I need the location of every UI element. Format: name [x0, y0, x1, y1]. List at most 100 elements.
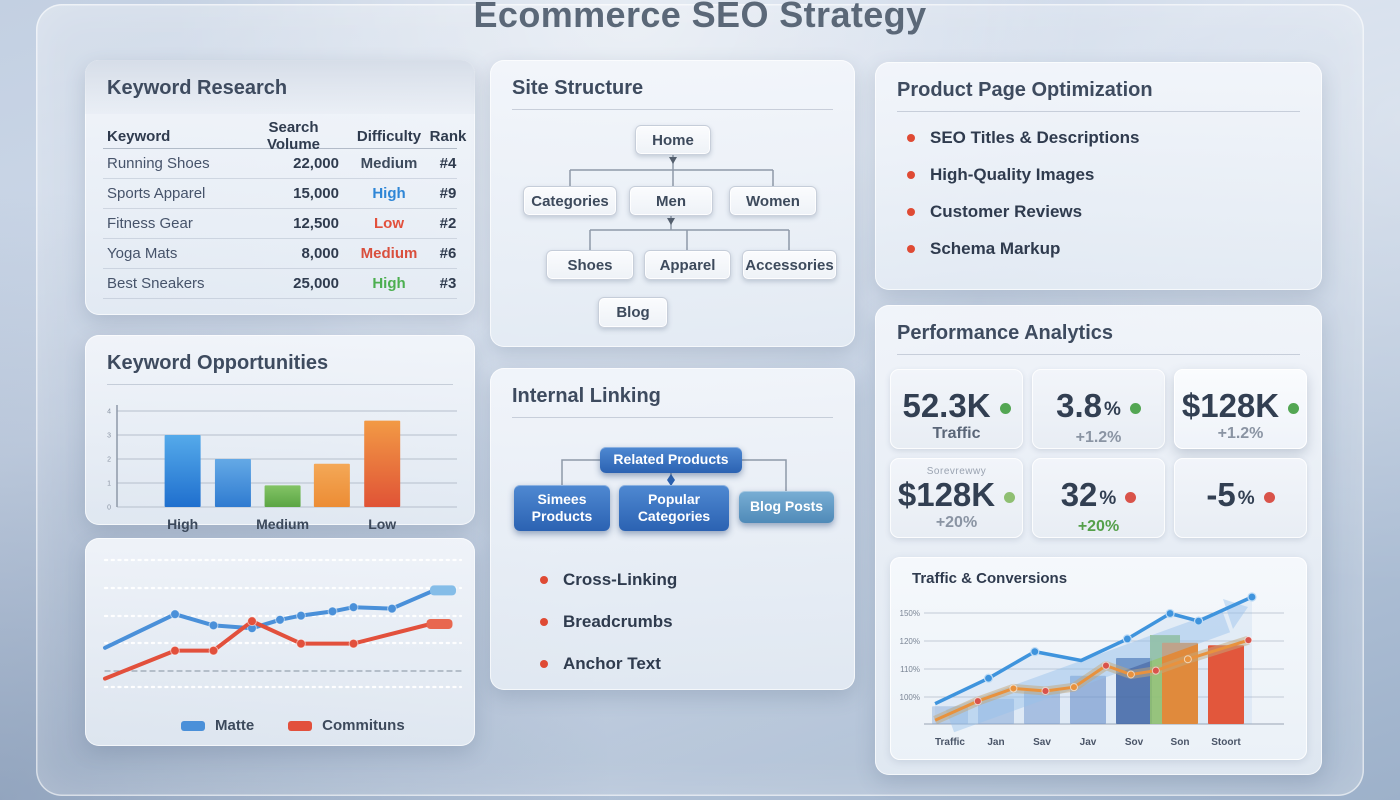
cell-rank: #9: [439, 185, 457, 202]
keyword-table: Keyword Search Volume Difficulty Rank Runnin…: [103, 119, 466, 299]
svg-text:Sov: Sov: [1125, 737, 1144, 748]
svg-text:110%: 110%: [900, 665, 920, 674]
link-node-similar-products: Simees Products: [514, 485, 610, 531]
status-dot-icon: [1263, 492, 1275, 503]
divider: [512, 417, 833, 418]
internal-linking-connectors: [561, 459, 787, 491]
site-structure-title: Site Structure: [512, 77, 644, 99]
percent-suffix: %: [1099, 487, 1117, 509]
site-node-women: Women: [729, 186, 817, 216]
trend-chart-legend: Matte Commituns: [181, 717, 405, 734]
cell-rank: #2: [439, 215, 457, 232]
svg-text:120%: 120%: [900, 637, 920, 646]
keyword-trend-line-chart: [103, 558, 463, 689]
cell-rank: #4: [439, 155, 457, 172]
cell-volume: 12,500: [293, 215, 339, 232]
bar-1: [214, 459, 251, 507]
bullet-label: Anchor Text: [563, 654, 661, 673]
list-item: Schema Markup: [907, 239, 1322, 259]
svg-text:Jav: Jav: [1080, 737, 1097, 748]
panel-header-band: [85, 60, 475, 114]
line-series-Commituns: [103, 619, 433, 681]
table-row: Sports Apparel 15,000 High #9: [103, 179, 457, 209]
link-node-blog-posts: Blog Posts: [739, 491, 834, 523]
svg-text:Medium: Medium: [256, 516, 309, 532]
metric-sub-label: +20%: [935, 513, 978, 531]
table-row: Fitness Gear 12,500 Low #2: [103, 209, 457, 239]
bullet-label: Cross-Linking: [563, 570, 678, 589]
metric-sub-label: Traffic: [932, 424, 981, 442]
combo-bar-6: [1208, 645, 1244, 724]
trend-arrow-icon: [945, 609, 1231, 733]
cell-difficulty: High: [372, 275, 406, 292]
bullet-label: Breadcrumbs: [563, 612, 673, 631]
line-end-cap: [430, 585, 456, 596]
traffic-conversions-card: Traffic & Conversions 150% 120% 110% 100% Tr…: [890, 557, 1307, 760]
metric-value: 32%: [1061, 474, 1137, 516]
site-structure-panel: Site Structure Home Categories Men Women…: [490, 60, 855, 347]
product-page-title: Product Page Optimization: [897, 79, 1153, 101]
column-header: Rank: [429, 127, 467, 145]
combo-bar-1: [978, 698, 1014, 724]
internal-linking-title: Internal Linking: [512, 385, 661, 407]
line-end-cap: [426, 619, 453, 629]
table-row: Best Sneakers 25,000 High #3: [103, 269, 457, 299]
keyword-research-panel: Keyword Research Keyword Search Volume Dif…: [85, 60, 475, 315]
divider: [512, 109, 833, 110]
svg-text:2: 2: [107, 457, 111, 464]
table-row: Running Shoes 22,000 Medium #4: [103, 149, 457, 179]
metric-card: 3.8% +1.2%: [1032, 369, 1165, 449]
svg-text:Son: Son: [1171, 737, 1190, 748]
internal-linking-bullets: Cross-Linking Breadcrumbs Anchor Text: [540, 570, 677, 696]
metric-value: -5%: [1206, 474, 1275, 516]
site-structure-connectors: [569, 155, 790, 250]
product-page-bullets: SEO Titles & Descriptions High-Quality Im…: [907, 128, 1322, 259]
table-row: Yoga Mats 8,000 Medium #6: [103, 239, 457, 269]
line-series-Matte: [103, 588, 436, 650]
svg-text:3: 3: [107, 433, 111, 440]
svg-text:4: 4: [107, 409, 111, 416]
svg-text:Stoort: Stoort: [1211, 737, 1241, 748]
svg-text:Jan: Jan: [987, 737, 1004, 748]
bar-2: [264, 485, 301, 507]
list-item: SEO Titles & Descriptions: [907, 128, 1322, 148]
svg-text:1: 1: [107, 481, 111, 488]
divider: [897, 111, 1300, 112]
list-item: Customer Reviews: [907, 202, 1322, 222]
site-node-apparel: Apparel: [644, 250, 731, 280]
cell-keyword: Best Sneakers: [107, 275, 205, 292]
bullet-icon: [540, 660, 548, 668]
status-dot-icon: [1004, 492, 1016, 503]
metric-card: -5%: [1174, 458, 1307, 538]
svg-text:High: High: [167, 516, 198, 532]
bullet-icon: [540, 618, 548, 626]
link-node-popular-categories: Popular Categories: [619, 485, 729, 531]
line-series-traffic: [934, 595, 1253, 706]
bullet-label: Schema Markup: [930, 239, 1061, 258]
metric-value: 52.3K: [902, 388, 1011, 423]
site-node-accessories: Accessories: [742, 250, 837, 280]
site-node-men: Men: [629, 186, 713, 216]
legend-item: Commituns: [288, 717, 405, 734]
cell-rank: #6: [439, 245, 457, 262]
svg-text:Low: Low: [368, 516, 396, 532]
column-header: Search Volume: [266, 119, 321, 153]
bar-3: [313, 463, 350, 507]
bullet-label: Customer Reviews: [930, 202, 1083, 221]
cell-rank: #3: [439, 275, 457, 292]
table-header-row: Keyword Search Volume Difficulty Rank: [103, 119, 466, 153]
status-dot-icon: [1129, 403, 1141, 414]
percent-suffix: %: [1237, 487, 1255, 509]
site-node-shoes: Shoes: [546, 250, 634, 280]
metric-sub-label: +1.2%: [1217, 424, 1264, 442]
column-header: Keyword: [107, 127, 171, 145]
svg-text:150%: 150%: [900, 609, 920, 618]
metric-sub-label: +20%: [1077, 517, 1120, 535]
bullet-label: High-Quality Images: [930, 165, 1095, 184]
legend-label: Commituns: [322, 717, 405, 734]
performance-panel: Performance Analytics 52.3K Traffic 3.8% +1…: [875, 305, 1322, 775]
bullet-label: SEO Titles & Descriptions: [930, 128, 1140, 147]
keyword-trend-panel: Matte Commituns: [85, 538, 475, 746]
svg-text:Sav: Sav: [1033, 737, 1051, 748]
status-dot-icon: [1288, 403, 1300, 414]
